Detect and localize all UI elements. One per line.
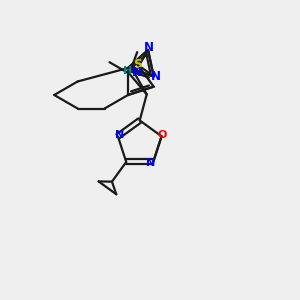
- Text: O: O: [158, 130, 167, 140]
- Text: N: N: [132, 66, 142, 79]
- Text: S: S: [133, 58, 142, 71]
- Text: N: N: [144, 41, 154, 54]
- Text: N: N: [115, 130, 124, 140]
- Text: N: N: [151, 70, 161, 83]
- Text: N: N: [146, 158, 155, 168]
- Text: H: H: [123, 66, 132, 76]
